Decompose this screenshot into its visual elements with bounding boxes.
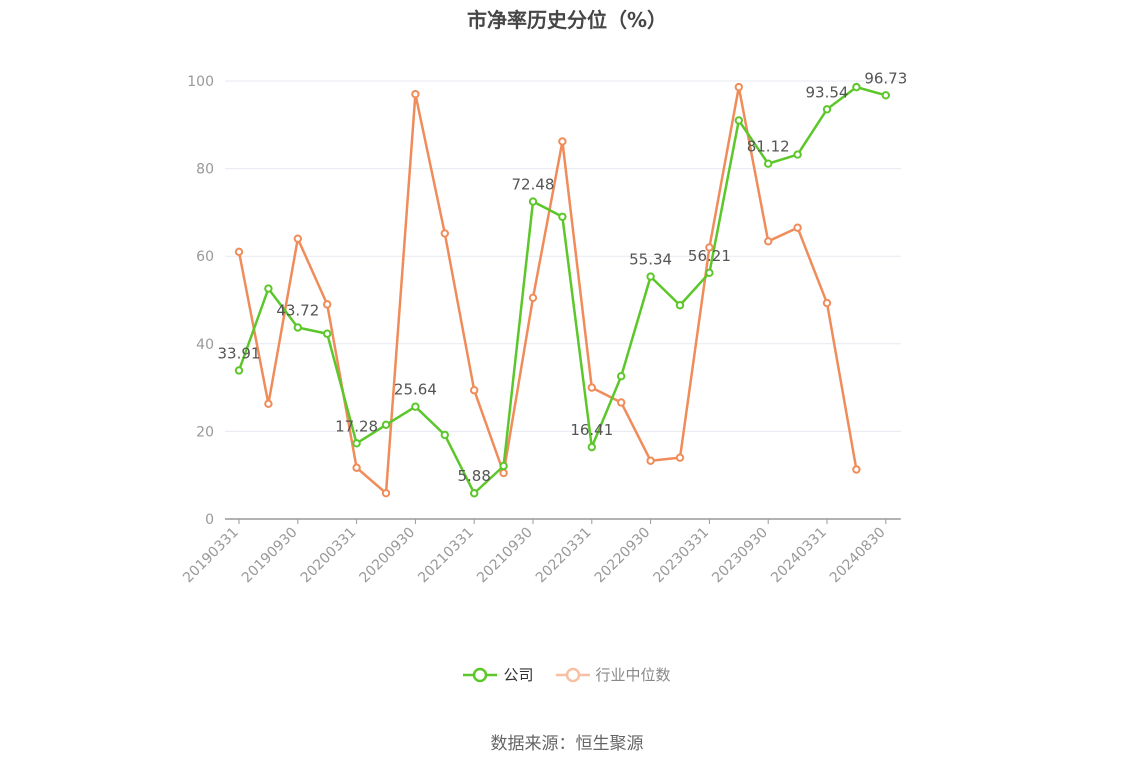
company-point: [793, 150, 802, 159]
chart-title: 市净率历史分位（%）: [466, 8, 668, 32]
company-point: [411, 402, 420, 411]
industry-point: [234, 247, 244, 257]
industry-point: [617, 398, 626, 407]
x-tick-label: 20190331: [180, 525, 242, 587]
company-point: [293, 323, 302, 332]
company-data-label: 81.12: [747, 138, 790, 156]
industry-point: [499, 468, 508, 478]
company-point: [352, 439, 361, 448]
industry-point: [381, 488, 391, 498]
x-tick-label: 20200930: [357, 525, 419, 587]
x-tick-label: 20240331: [768, 525, 830, 587]
company-data-label: 43.72: [276, 302, 319, 320]
industry-point: [264, 399, 273, 409]
industry-point: [793, 223, 802, 232]
legend-company-label: 公司: [503, 666, 534, 684]
company-point: [234, 366, 244, 375]
industry-point: [675, 453, 685, 462]
company-point: [587, 442, 596, 452]
company-point: [499, 461, 508, 471]
company-data-label: 16.41: [570, 421, 613, 439]
y-tick-label: 60: [196, 249, 214, 265]
company-point: [264, 284, 273, 293]
series-layer: [234, 82, 890, 498]
company-data-label: 72.48: [512, 176, 555, 194]
industry-point: [558, 137, 567, 146]
y-tick-label: 20: [196, 424, 214, 440]
company-point: [675, 301, 685, 310]
industry-point: [411, 89, 420, 99]
legend-industry-line-icon: [555, 667, 590, 682]
company-data-label: 5.88: [457, 467, 490, 485]
industry-point: [470, 386, 479, 395]
y-tick-label: 100: [187, 74, 214, 90]
company-point: [764, 159, 773, 168]
x-tick-label: 20210331: [415, 525, 477, 587]
x-tick-label: 20240830: [827, 525, 889, 587]
company-point: [528, 197, 538, 206]
grid-layer: [225, 80, 901, 432]
company-point: [470, 489, 479, 498]
x-tick-label: 20220331: [533, 525, 595, 587]
company-point: [558, 212, 567, 221]
company-point: [852, 82, 861, 92]
industry-point: [822, 298, 832, 308]
y-tick-label: 80: [196, 162, 214, 178]
company-point: [881, 91, 890, 100]
company-data-label: 96.73: [864, 69, 907, 87]
legend-item-industry[interactable]: 行业中位数: [555, 664, 671, 685]
company-data-label: 33.91: [218, 344, 261, 362]
x-tick-label: 20190930: [239, 525, 301, 587]
industry-point: [734, 82, 743, 92]
company-point: [646, 272, 655, 281]
legend-industry-label: 行业中位数: [595, 666, 671, 684]
industry-point: [323, 300, 332, 309]
company-data-label: 55.34: [629, 251, 672, 269]
industry-point: [705, 243, 714, 252]
industry-point: [764, 237, 773, 246]
axis-layer: 0 20 40 60 80 100 2019033120190930202003312020…: [180, 74, 901, 586]
company-data-label: 25.64: [394, 381, 437, 399]
source-text: 数据来源：恒生聚源: [490, 734, 644, 754]
company-point: [822, 105, 832, 114]
company-data-label: 56.21: [688, 247, 731, 265]
industry-point: [528, 293, 538, 303]
x-tick-label: 20200331: [298, 525, 360, 587]
company-data-label: 17.28: [335, 417, 378, 435]
legend-company-line-icon: [463, 667, 498, 682]
industry-point: [440, 229, 449, 238]
y-tick-label: 40: [196, 337, 214, 353]
company-point: [440, 430, 449, 440]
company-point: [323, 329, 332, 338]
legend: 公司 行业中位数: [0, 664, 1134, 685]
x-tick-label: 20230930: [709, 525, 771, 587]
company-data-label: 93.54: [806, 83, 849, 101]
industry-point: [852, 465, 861, 474]
company-point: [617, 372, 626, 381]
x-tick-label: 20220930: [592, 525, 654, 587]
industry-point: [646, 456, 655, 465]
data-label-layer: 33.91 43.72 17.28 25.64 5.88 72.48 16.41 55.34 5…: [218, 69, 908, 485]
industry-point: [352, 463, 361, 472]
company-point: [734, 116, 743, 125]
company-point: [705, 268, 714, 278]
x-tick-label: 20230331: [651, 525, 713, 587]
industry-point: [293, 234, 302, 243]
y-tick-label: 0: [205, 512, 214, 528]
legend-item-company[interactable]: 公司: [463, 664, 534, 685]
company-point: [381, 420, 391, 430]
industry-point: [587, 383, 596, 392]
x-tick-label: 20210930: [474, 525, 536, 587]
